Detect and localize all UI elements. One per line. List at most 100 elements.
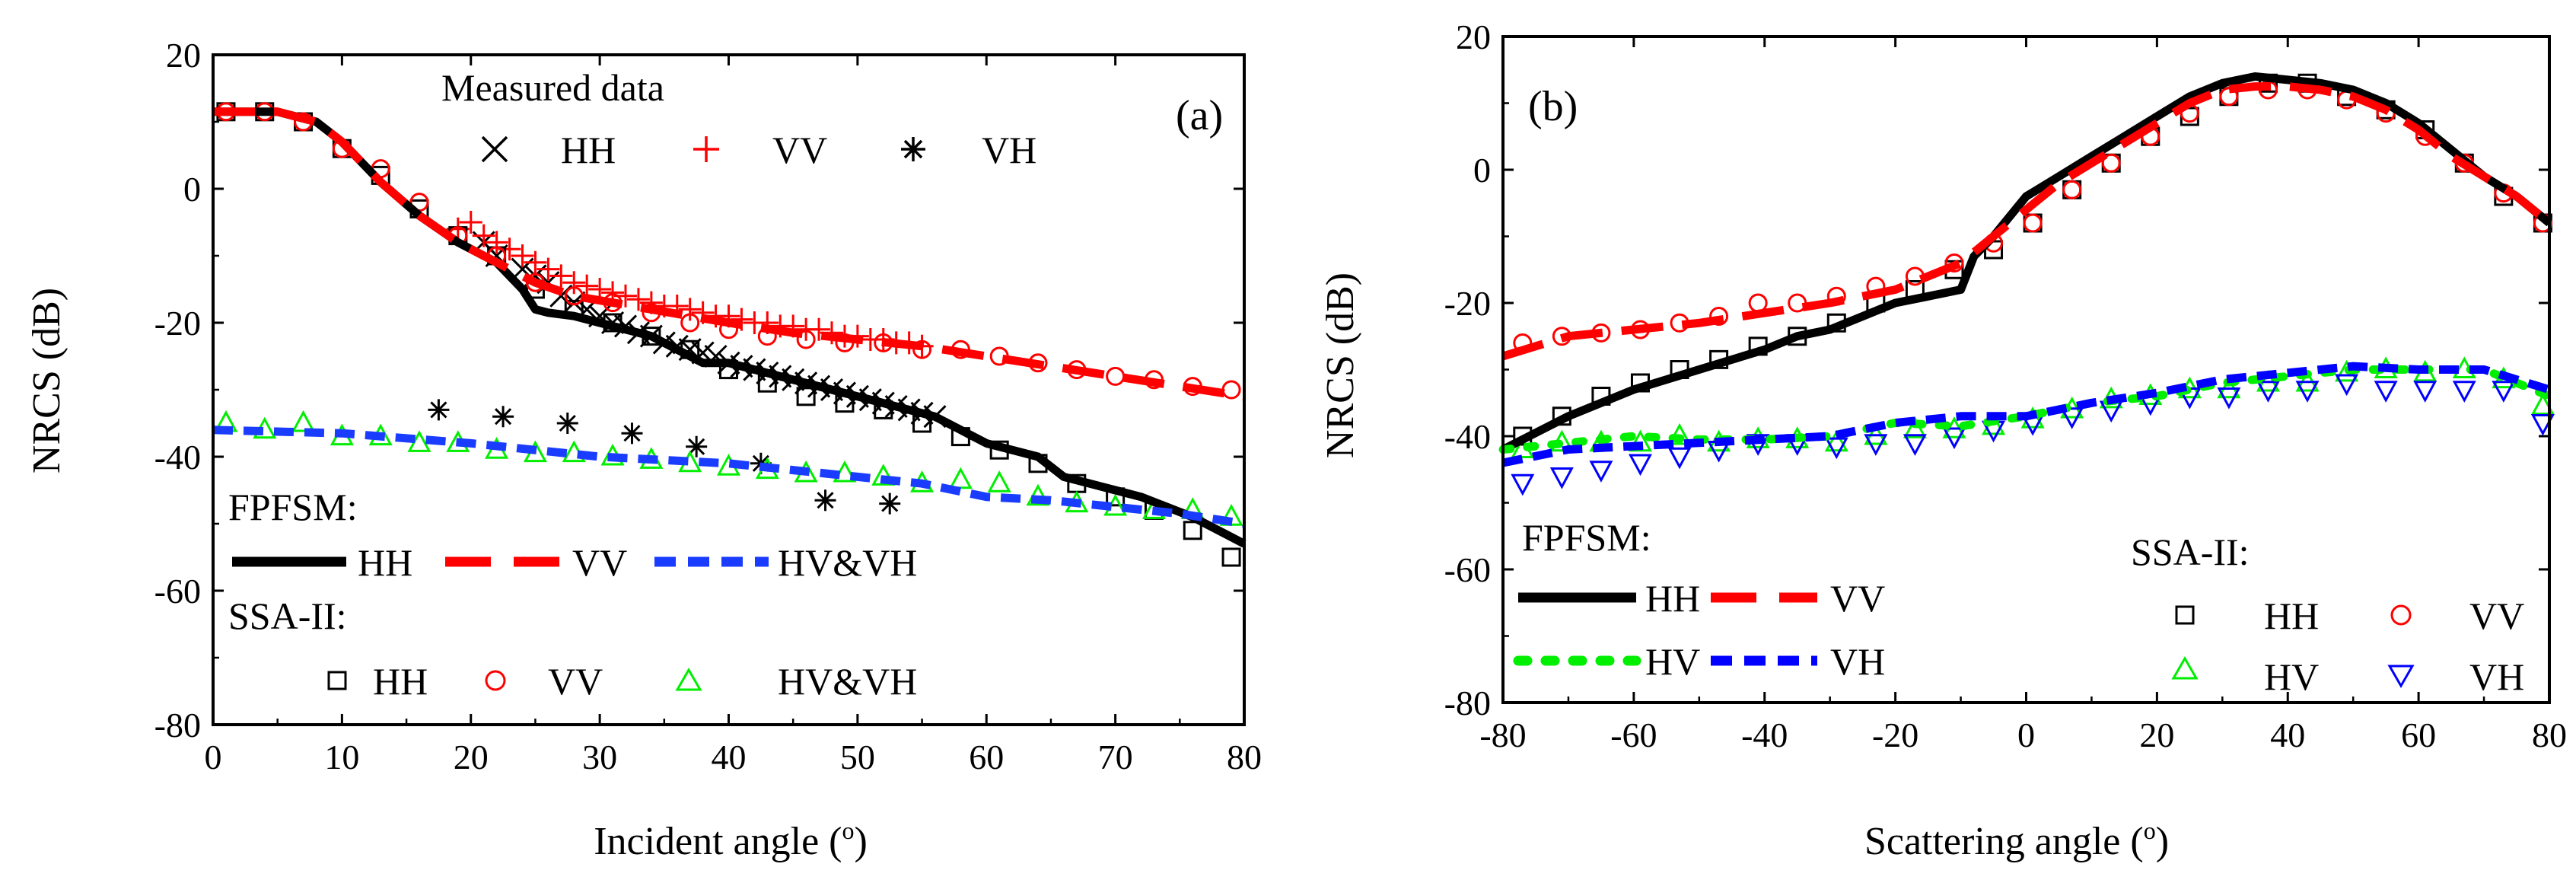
panel-b-ytick-label: -60: [1444, 550, 1491, 589]
panel-a-measured-vh-point: [556, 413, 578, 434]
panel-a-measured-vv-point: [485, 231, 508, 254]
panel-a-tick-labels: 0 10 20 30 40 50 60 70 80 20 0 -20 -40 -60 -80: [154, 36, 1262, 776]
panel-b-fpfsm-hh-line: [1501, 72, 2552, 454]
panel-b-xtick-label: 20: [2139, 716, 2174, 754]
panel-a-ytick-label: 20: [166, 36, 201, 75]
panel-a-ssa-ii-hh-point: [796, 387, 816, 406]
panel-b-xtick-label: 80: [2532, 716, 2567, 754]
panel-a-ssa-ii-vv-point: [796, 330, 816, 349]
panel-b-label: (b): [1528, 83, 1578, 130]
panel-a-ssa-ii-vv-point: [912, 339, 932, 359]
panel-a-ytick-label: -20: [154, 304, 201, 343]
panel-a-measured-hh-point: [562, 291, 586, 314]
panel-a-fpfsm-vv-line: [213, 107, 1245, 401]
legend-b-ssa-title: SSA-II:: [2131, 531, 2250, 573]
legend-a-ssa-hh-marker: [327, 671, 347, 690]
panel-b-ssa-ii-vh-point: [1549, 467, 1574, 489]
panel-b-tick-labels: -80 -60 -40 -20 0 20 40 60 80 20 0 -20 -40 -60 -80: [1444, 18, 2567, 754]
panel-a-legend-fpfsm: FPFSM: HH VV HV&VH: [228, 486, 917, 584]
panel-b-ssa-ii-vv-point: [1709, 307, 1729, 326]
panel-b-ssa-ii-vh-point: [2413, 381, 2437, 403]
panel-a-xtick-label: 70: [1098, 738, 1133, 776]
panel-b-xtick-label: 0: [2017, 716, 2035, 754]
panel-a-ssa-ii-vv-point: [680, 313, 700, 333]
panel-b-ssa-ii-vh-point: [2530, 414, 2555, 436]
panel-a-label: (a): [1176, 92, 1223, 139]
panel-b-ytick-label: 20: [1456, 18, 1491, 56]
panel-b-ssa-ii-vh-point: [1667, 447, 1692, 470]
panel-b-xlabel: Scattering angle (o): [1864, 817, 2169, 863]
panel-a-measured-vv-point: [524, 250, 547, 274]
panel-a-legend-measured: Measured data HH VV VH: [441, 66, 1036, 171]
panel-b-legend-ssa: SSA-II: HH VV HV VH: [2131, 531, 2524, 698]
panel-a-xtick-label: 40: [712, 738, 747, 776]
legend-measured-hh-label: HH: [561, 129, 616, 171]
panel-a-xtick-label: 60: [969, 738, 1004, 776]
panel-b-ytick-label: 0: [1473, 151, 1491, 190]
panel-a-measured-vv-point: [626, 288, 650, 311]
legend-b-ssa-vh-marker: [2387, 665, 2415, 689]
panel-b-ssa-ii-vh-point: [1511, 473, 1535, 496]
panel-b-xtick-label: -80: [1479, 716, 1526, 754]
legend-b-fpfsm-title: FPFSM:: [1522, 516, 1651, 559]
panel-b-ssa-ii-vh-point: [2217, 387, 2241, 410]
panel-b-ssa-ii-vv-point: [2101, 153, 2121, 173]
panel-b-ssa-ii-vh-point: [1628, 454, 1652, 477]
panel-a-ytick-label: -80: [154, 706, 201, 744]
legend-measured-vv-label: VV: [772, 129, 827, 171]
panel-a-axes-frame: [212, 53, 1246, 726]
panel-b-ssa-ii-vh-point: [1942, 427, 1966, 450]
panel-b-axes-frame: [1501, 35, 2551, 704]
legend-measured-title: Measured data: [441, 66, 664, 109]
panel-b-xtick-label: 40: [2270, 716, 2305, 754]
panel-a-measured-vv-point: [678, 298, 702, 321]
panel-a-ylabel: NRCS (dB): [25, 288, 68, 473]
panel-b-xtick-label: -20: [1872, 716, 1918, 754]
panel-b-ssa-ii-vv-point: [2062, 180, 2082, 199]
panel-a-measured-vh-point: [814, 489, 836, 512]
panel-a-ssa-ii-hvvh-point: [871, 464, 896, 486]
legend-a-fpfsm-hh-label: HH: [358, 541, 412, 584]
panel-a-measured-vh-point: [621, 422, 643, 445]
legend-b-ssa-vv-marker: [2390, 604, 2412, 626]
legend-a-ssa-hh-label: HH: [373, 660, 428, 703]
panel-b-ssa-ii-vh-point: [2335, 374, 2359, 397]
legend-b-ssa-vv-label: VV: [2469, 595, 2524, 637]
panel-b-ssa-ii-vh-point: [2492, 381, 2516, 403]
panel-a-legend-ssa: SSA-II: HH VV HV&VH: [228, 595, 917, 703]
legend-a-ssa-title: SSA-II:: [228, 595, 347, 637]
panel-a-ssa-ii-hh-point: [1221, 547, 1241, 567]
panel-b-ytick-label: -40: [1444, 417, 1491, 456]
panel-b-ssa-ii-vh-point: [2374, 381, 2398, 403]
panel-b-ssa-ii-vh-point: [2295, 381, 2320, 403]
legend-a-fpfsm-vv-label: VV: [572, 541, 627, 584]
panel-b-xlabel-close: ): [2156, 820, 2169, 863]
panel-b-ssa-ii-hv-point: [1628, 429, 1652, 452]
panel-a-ssa-ii-hvvh-point: [948, 467, 973, 489]
legend-b-ssa-hv-label: HV: [2264, 655, 2319, 698]
panel-b-ssa-ii-vh-point: [2060, 407, 2084, 429]
legend-b-fpfsm-vv-label: VV: [1830, 577, 1885, 620]
panel-a-ytick-label: -40: [154, 438, 201, 477]
panel-b-legend-fpfsm: FPFSM: HH VV HV VH: [1513, 516, 1885, 683]
panel-b-ssa-ii-hv-point: [2530, 393, 2555, 416]
panel-a-measured-vv-point: [549, 264, 573, 288]
panel-a-ssa-ii-hh-point: [1183, 521, 1202, 540]
panel-a-xlabel-close: ): [854, 820, 867, 863]
legend-measured-vh-label: VH: [982, 129, 1036, 171]
panel-a-ssa-ii-vv-point: [1106, 366, 1126, 386]
panel-b-ssa-ii-vh-point: [1589, 461, 1613, 483]
legend-b-ssa-hh-marker: [2175, 605, 2195, 625]
legend-b-ssa-hv-marker: [2171, 655, 2199, 680]
legend-b-fpfsm-hv-label: HV: [1645, 640, 1700, 683]
panel-a-xlabel-degree: o: [842, 817, 854, 844]
panel-a-measured-vv-point: [459, 211, 482, 234]
panel-b-xtick-label: -60: [1610, 716, 1657, 754]
panel-b-ssa-ii-vh-point: [1824, 437, 1848, 460]
panel-a-measured-vv-point: [575, 274, 599, 298]
panel-a-ytick-label: -60: [154, 572, 201, 610]
panel-a-measured-vv-point: [537, 257, 560, 281]
panel-a-xtick-label: 0: [205, 738, 222, 776]
panel-b-ssa-ii-hv-point: [1824, 429, 1848, 452]
